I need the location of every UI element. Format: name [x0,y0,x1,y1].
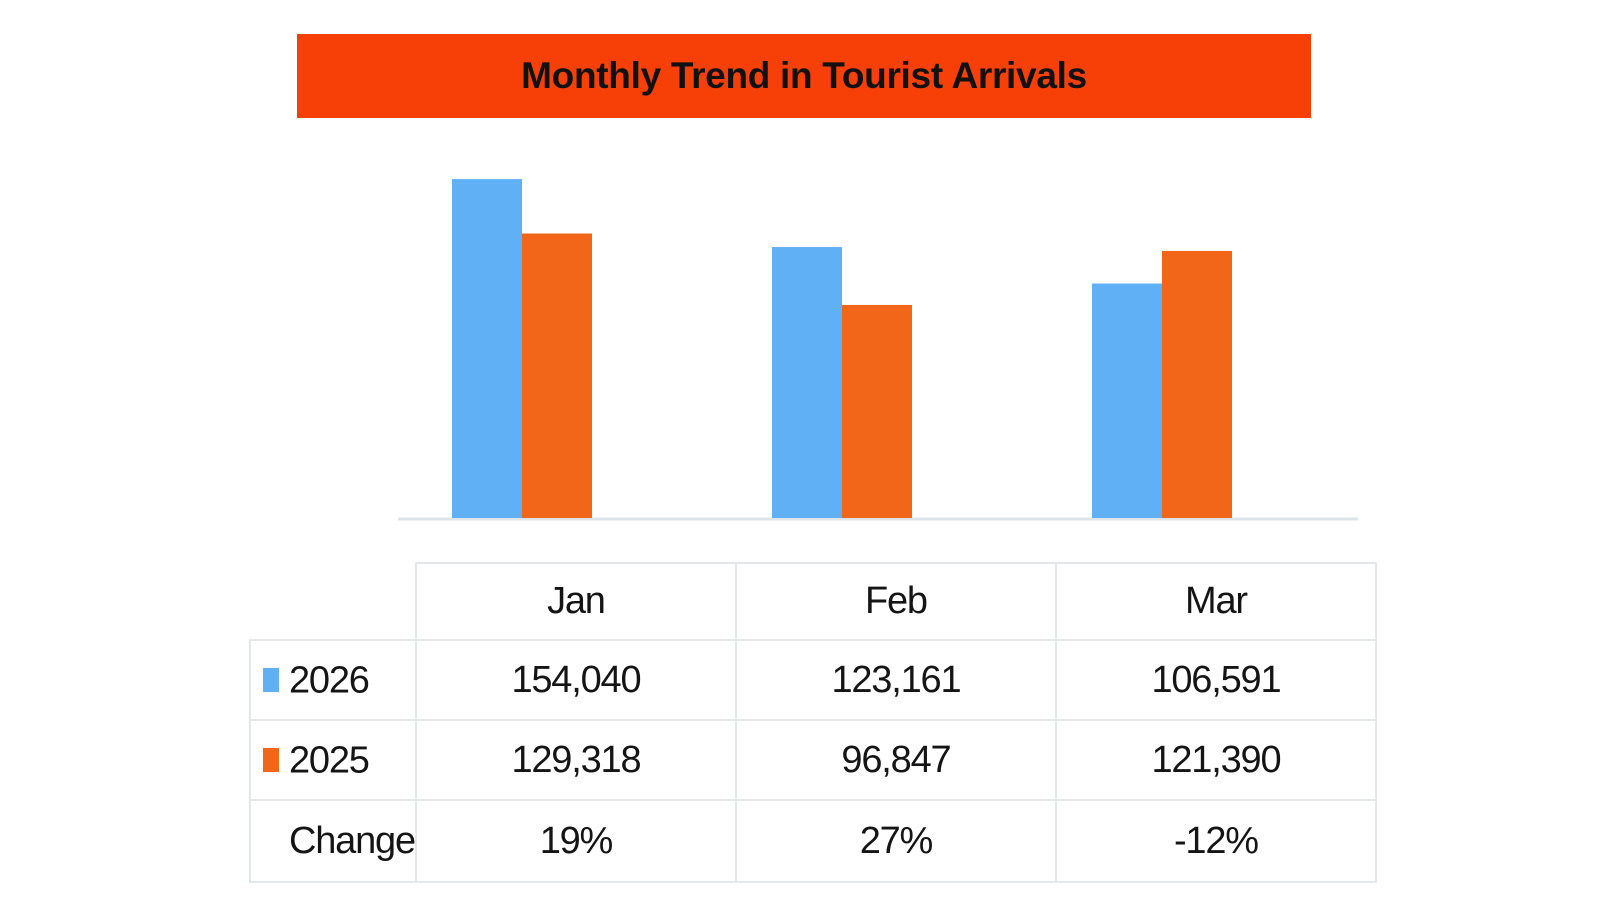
table-cell: 19% [414,799,737,883]
table-cell: 27% [734,799,1057,883]
table-cell: -12% [1054,799,1377,883]
bar-jan-2025 [522,233,592,518]
bar-jan-2026 [452,179,522,518]
header-cell-feb: Feb [734,562,1057,641]
table-cell: 129,318 [414,719,737,801]
table-row-2026: 2026 154,040 123,161 106,591 [249,639,1377,721]
header-cell-mar: Mar [1054,562,1377,641]
table-header-row: Jan Feb Mar [250,562,1377,641]
table-row-change: Change 19% 27% -12% [249,799,1377,883]
bar-mar-2025 [1162,250,1232,518]
data-table: Jan Feb Mar 2026 154,040 123,161 106,591… [249,562,1377,883]
bar-mar-2026 [1092,283,1162,518]
row-label-change: Change [249,799,417,883]
row-label-text: 2025 [289,739,370,782]
header-cell-jan: Jan [414,562,737,641]
legend-swatch-2026 [263,667,279,692]
table-cell: 96,847 [734,719,1057,801]
table-cell: 121,390 [1054,719,1377,801]
table-corner-cell [250,563,417,641]
bar-feb-2026 [772,247,842,518]
row-label-2025: 2025 [249,719,417,801]
table-cell: 106,591 [1054,639,1377,721]
table-row-2025: 2025 129,318 96,847 121,390 [249,719,1377,801]
row-label-2026: 2026 [249,639,417,721]
legend-swatch-2025 [263,747,279,772]
table-cell: 154,040 [414,639,737,721]
chart-title: Monthly Trend in Tourist Arrivals [521,55,1087,96]
chart-title-banner: Monthly Trend in Tourist Arrivals [297,34,1311,118]
bar-feb-2025 [842,304,912,518]
table-cell: 123,161 [734,639,1057,721]
row-label-text: 2026 [289,659,370,702]
bar-chart [398,179,1358,521]
